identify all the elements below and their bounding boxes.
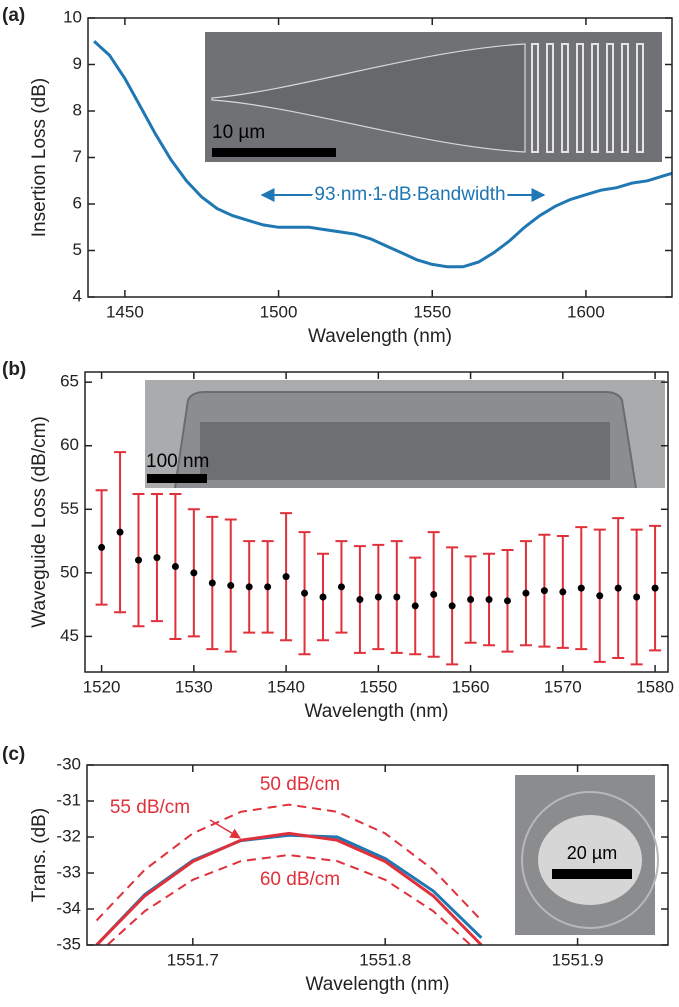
- x-tick-label: 1551.8: [359, 950, 411, 969]
- x-axis-label: Wavelength (nm): [305, 701, 449, 722]
- inset-scale: 100 nm: [146, 451, 209, 472]
- data-line: [95, 831, 483, 945]
- data-point: [301, 589, 309, 597]
- data-point: [319, 593, 327, 601]
- data-point: [264, 583, 272, 591]
- axes-box: [86, 764, 669, 946]
- inset-a: [205, 32, 662, 162]
- data-point: [282, 573, 290, 581]
- panel-label: (c): [2, 744, 25, 765]
- x-tick-label: 1520: [83, 677, 121, 696]
- data-point: [374, 593, 382, 601]
- y-tick-label: -31: [56, 790, 81, 809]
- axes-box: [84, 371, 669, 673]
- y-tick-label: 55: [60, 499, 79, 518]
- y-tick-label: 7: [73, 147, 82, 166]
- annotation: 93 nm 1 dB Bandwidth: [314, 184, 505, 205]
- plot-area: [95, 803, 483, 945]
- plot-area: [93, 40, 672, 269]
- x-tick-label: 1551.9: [552, 950, 604, 969]
- panel-label: (a): [2, 5, 25, 26]
- series-label: 55 dB/cm: [110, 797, 190, 818]
- data-point: [190, 569, 198, 577]
- y-tick-label: 8: [73, 100, 82, 119]
- inset-b: [145, 380, 665, 489]
- data-point: [448, 602, 456, 610]
- data-point: [522, 589, 530, 597]
- y-axis-label: Waveguide Loss (dB/cm): [29, 416, 50, 628]
- x-tick-label: 1570: [544, 677, 582, 696]
- x-axis-label: Wavelength (nm): [308, 326, 452, 347]
- x-tick-label: 1450: [106, 302, 144, 321]
- x-tick-label: 1500: [260, 302, 298, 321]
- y-tick-label: 45: [60, 626, 79, 645]
- x-tick-label: 1550: [413, 302, 451, 321]
- y-tick-label: -32: [56, 826, 81, 845]
- x-tick-label: 1550: [359, 677, 397, 696]
- data-point: [337, 583, 345, 591]
- data-point: [485, 596, 493, 604]
- data-point: [559, 588, 567, 596]
- data-point: [135, 556, 143, 564]
- data-point: [540, 587, 548, 595]
- x-tick-label: 1551.7: [167, 950, 219, 969]
- x-tick-label: 1530: [175, 677, 213, 696]
- y-tick-label: 65: [60, 372, 79, 391]
- y-axis-label: Trans. (dB): [29, 808, 50, 902]
- data-point: [503, 597, 511, 605]
- data-point: [596, 592, 604, 600]
- y-tick-label: -34: [56, 898, 81, 917]
- inset-scale: 20 µm: [567, 843, 617, 863]
- y-tick-label: -33: [56, 862, 81, 881]
- plot-area: [95, 451, 662, 666]
- y-tick-label: 4: [73, 286, 82, 305]
- series-label: 50 dB/cm: [260, 774, 340, 795]
- inset-scale: 10 µm: [212, 122, 265, 143]
- data-point: [651, 584, 659, 592]
- y-tick-label: 6: [73, 193, 82, 212]
- data-line: [95, 803, 483, 922]
- data-point: [98, 543, 106, 551]
- data-point: [614, 584, 622, 592]
- x-tick-label: 1580: [636, 677, 674, 696]
- x-tick-label: 1560: [452, 677, 490, 696]
- data-point: [227, 582, 235, 590]
- y-tick-label: 5: [73, 240, 82, 259]
- y-axis-label: Insertion Loss (dB): [29, 78, 50, 237]
- y-tick-label: -30: [56, 754, 81, 773]
- data-point: [467, 596, 475, 604]
- series-label: 60 dB/cm: [260, 869, 340, 890]
- y-tick-label: -35: [56, 934, 81, 953]
- y-tick-label: 50: [60, 562, 79, 581]
- data-point: [411, 602, 419, 610]
- y-tick-label: 60: [60, 435, 79, 454]
- data-point: [116, 528, 124, 536]
- data-point: [171, 562, 179, 570]
- data-point: [153, 554, 161, 562]
- data-point: [577, 584, 585, 592]
- data-point: [245, 583, 253, 591]
- inset-c: [515, 775, 659, 935]
- y-tick-label: 9: [73, 54, 82, 73]
- panel-label: (b): [2, 359, 26, 380]
- data-point: [430, 590, 438, 598]
- x-tick-label: 1540: [267, 677, 305, 696]
- data-line: [105, 853, 473, 945]
- x-axis-label: Wavelength (nm): [306, 974, 450, 995]
- data-point: [208, 579, 216, 587]
- data-line: [93, 40, 672, 269]
- data-point: [393, 593, 401, 601]
- data-point: [356, 596, 364, 604]
- y-tick-label: 10: [63, 7, 82, 26]
- data-point: [633, 593, 641, 601]
- x-tick-label: 1600: [567, 302, 605, 321]
